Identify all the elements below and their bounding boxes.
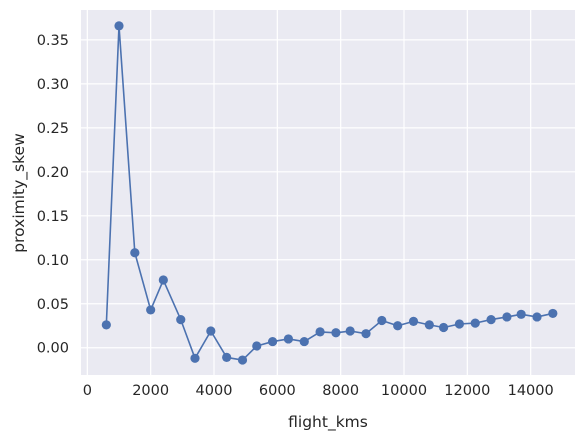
- data-point: [470, 318, 480, 328]
- data-point: [146, 305, 156, 315]
- data-point: [393, 321, 403, 331]
- x-tick-label: 12000: [444, 383, 490, 399]
- data-point: [361, 329, 371, 339]
- data-point: [252, 341, 262, 351]
- data-point: [331, 328, 341, 338]
- x-tick-label: 6000: [259, 383, 296, 399]
- data-point: [532, 312, 542, 322]
- x-axis-label: flight_kms: [288, 413, 368, 432]
- y-tick-label: 0.30: [37, 77, 69, 93]
- data-point: [222, 352, 232, 363]
- data-point: [190, 353, 200, 363]
- data-point: [114, 21, 124, 31]
- data-point: [548, 308, 558, 319]
- data-point: [176, 314, 186, 325]
- y-axis-label: proximity_skew: [10, 133, 29, 253]
- data-point: [345, 326, 355, 336]
- data-point: [267, 336, 278, 347]
- y-tick-labels: 0.00 0.05 0.10 0.15 0.20 0.25 0.30 0.35: [37, 33, 69, 357]
- y-tick-label: 0.15: [37, 209, 69, 225]
- data-point: [315, 327, 325, 337]
- data-point: [237, 355, 248, 365]
- data-point: [502, 312, 512, 322]
- y-tick-label: 0.05: [37, 297, 69, 313]
- data-point: [516, 309, 526, 319]
- data-point: [130, 248, 140, 258]
- data-point: [438, 322, 449, 333]
- x-tick-labels: 0 2000 4000 6000 8000 10000 12000 14000: [83, 383, 554, 399]
- x-tick-label: 10000: [381, 383, 427, 399]
- y-tick-label: 0.00: [37, 341, 69, 357]
- grid: [81, 10, 575, 375]
- x-tick-label: 8000: [322, 383, 359, 399]
- y-tick-label: 0.35: [37, 33, 69, 49]
- y-tick-label: 0.10: [37, 253, 69, 269]
- data-point: [377, 315, 387, 326]
- x-tick-label: 4000: [196, 383, 233, 399]
- data-point: [299, 336, 309, 347]
- data-point: [283, 334, 294, 344]
- data-point: [486, 314, 496, 325]
- x-tick-label: 0: [83, 383, 92, 399]
- plot-area: [81, 10, 575, 375]
- data-point: [101, 320, 111, 330]
- x-tick-label: 2000: [132, 383, 169, 399]
- data-point: [454, 319, 465, 329]
- series: [101, 21, 558, 365]
- data-point: [158, 275, 168, 285]
- data-point: [408, 316, 419, 326]
- x-tick-label: 14000: [508, 383, 554, 399]
- y-tick-label: 0.25: [37, 121, 69, 137]
- data-point: [424, 320, 434, 330]
- y-tick-label: 0.20: [37, 165, 69, 181]
- data-point: [206, 326, 216, 336]
